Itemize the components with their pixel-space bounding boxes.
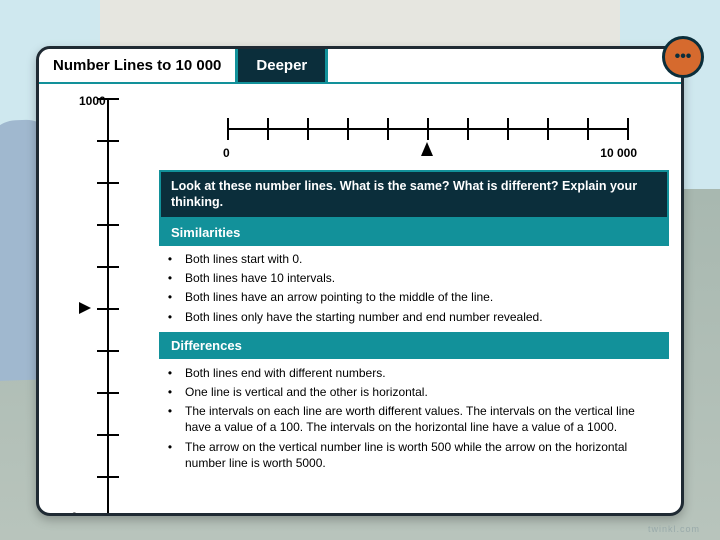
- vline-axis: [107, 98, 109, 516]
- list-item-text: One line is vertical and the other is ho…: [185, 384, 663, 400]
- hline-right-label: 10 000: [600, 146, 637, 160]
- list-item: • The intervals on each line are worth di…: [165, 402, 663, 437]
- content-column: Look at these number lines. What is the …: [159, 170, 669, 478]
- header-spacer: [328, 49, 681, 82]
- deeper-badge: Deeper: [238, 49, 328, 82]
- bullet-icon: •: [165, 439, 175, 471]
- differences-heading: Differences: [159, 332, 669, 359]
- bullet-icon: •: [165, 289, 175, 305]
- vline-tick: [97, 98, 119, 100]
- body: 1000 0 0 10 000 Look at these number lin…: [39, 84, 681, 508]
- bullet-icon: •: [165, 270, 175, 286]
- hline-tick: [467, 118, 469, 140]
- hline-tick: [547, 118, 549, 140]
- list-item: • Both lines have an arrow pointing to th…: [165, 288, 663, 307]
- vline-tick: [97, 224, 119, 226]
- vertical-number-line: 1000 0: [93, 98, 123, 516]
- hline-tick: [387, 118, 389, 140]
- bullet-icon: •: [165, 365, 175, 381]
- list-item: • Both lines have 10 intervals.: [165, 269, 663, 288]
- hline-tick: [587, 118, 589, 140]
- vline-tick: [97, 140, 119, 142]
- hline-tick: [427, 118, 429, 140]
- submarine-icon: •••: [662, 36, 704, 78]
- hline-arrow-icon: [421, 142, 433, 156]
- list-item: • The arrow on the vertical number line i…: [165, 437, 663, 472]
- vline-tick: [97, 266, 119, 268]
- vline-bottom-label: 0: [71, 510, 78, 516]
- similarities-list: • Both lines start with 0. • Both lines hav…: [159, 246, 669, 333]
- list-item: • Both lines only have the starting numbe…: [165, 307, 663, 326]
- bullet-icon: •: [165, 251, 175, 267]
- header: Number Lines to 10 000 Deeper: [39, 49, 681, 84]
- list-item-text: Both lines have 10 intervals.: [185, 270, 663, 286]
- vline-arrow-icon: [79, 302, 91, 314]
- vline-top-label: 1000: [79, 94, 106, 108]
- hline-tick: [307, 118, 309, 140]
- list-item-text: Both lines have an arrow pointing to the…: [185, 289, 663, 305]
- list-item: • Both lines start with 0.: [165, 250, 663, 269]
- differences-list: •Both lines end with different numbers.•…: [159, 359, 669, 478]
- vline-tick: [97, 350, 119, 352]
- similarities-heading: Similarities: [159, 219, 669, 246]
- list-item-text: Both lines start with 0.: [185, 251, 663, 267]
- hline-tick: [347, 118, 349, 140]
- page-title: Number Lines to 10 000: [39, 49, 238, 82]
- bullet-icon: •: [165, 384, 175, 400]
- question-text: Look at these number lines. What is the …: [159, 170, 669, 219]
- hline-tick: [627, 118, 629, 140]
- footer-watermark: twinkl.com: [648, 524, 700, 534]
- hline-tick: [507, 118, 509, 140]
- vline-tick: [97, 308, 119, 310]
- list-item-text: The arrow on the vertical number line is…: [185, 439, 663, 471]
- hline-tick: [227, 118, 229, 140]
- bullet-icon: •: [165, 309, 175, 325]
- vline-tick: [97, 182, 119, 184]
- bullet-icon: •: [165, 403, 175, 435]
- list-item-text: Both lines only have the starting number…: [185, 309, 663, 325]
- vline-tick: [97, 434, 119, 436]
- vline-tick: [97, 392, 119, 394]
- lesson-card: Number Lines to 10 000 Deeper 1000 0 0 1…: [36, 46, 684, 516]
- hline-left-label: 0: [223, 146, 230, 160]
- list-item-text: The intervals on each line are worth dif…: [185, 403, 663, 435]
- list-item-text: Both lines end with different numbers.: [185, 365, 663, 381]
- hline-tick: [267, 118, 269, 140]
- list-item: • Both lines end with different numbers.: [165, 363, 663, 382]
- vline-tick: [97, 476, 119, 478]
- list-item: • One line is vertical and the other is h…: [165, 382, 663, 401]
- horizontal-number-line: 0 10 000: [227, 112, 627, 162]
